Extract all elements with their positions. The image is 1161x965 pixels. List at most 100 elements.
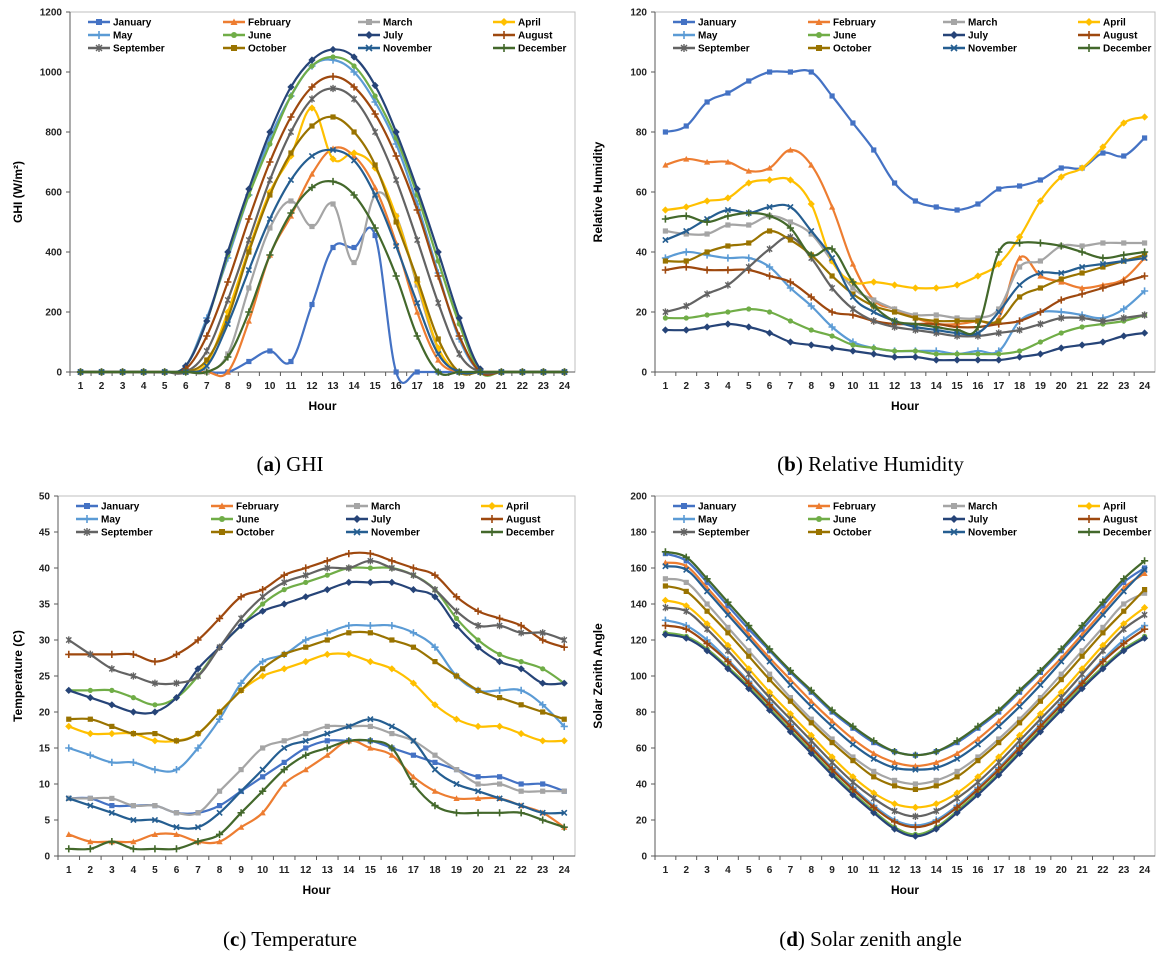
x-tick-label: 14 bbox=[931, 381, 943, 392]
legend-label: May bbox=[113, 31, 133, 42]
data-point bbox=[995, 260, 1003, 268]
legend: January February March April May June July Augu… bbox=[673, 18, 1151, 55]
data-point bbox=[828, 706, 836, 714]
data-point bbox=[849, 773, 857, 781]
data-point bbox=[345, 737, 353, 745]
data-point bbox=[195, 731, 201, 737]
data-point bbox=[661, 548, 670, 556]
data-point bbox=[371, 224, 379, 232]
data-point bbox=[216, 809, 223, 816]
data-point bbox=[410, 773, 417, 780]
data-point bbox=[434, 248, 442, 256]
data-point bbox=[1036, 728, 1045, 736]
series-november bbox=[662, 563, 1148, 773]
data-point bbox=[871, 147, 877, 153]
data-point bbox=[1100, 264, 1106, 270]
x-tick-label: 22 bbox=[516, 865, 528, 876]
data-point bbox=[1015, 686, 1024, 694]
x-tick-label: 18 bbox=[1014, 381, 1026, 392]
data-point bbox=[683, 588, 689, 594]
legend-item-july: July bbox=[943, 515, 988, 526]
data-point bbox=[281, 587, 287, 593]
data-point bbox=[745, 263, 752, 271]
data-point bbox=[849, 278, 857, 286]
data-point bbox=[974, 785, 982, 793]
data-point bbox=[237, 593, 245, 601]
data-point bbox=[745, 209, 753, 217]
data-point bbox=[725, 309, 731, 315]
x-tick-label: 10 bbox=[847, 381, 859, 392]
data-point bbox=[1079, 243, 1085, 249]
legend-item-june: June bbox=[211, 515, 260, 526]
data-point bbox=[703, 588, 711, 595]
legend-label: August bbox=[1103, 31, 1138, 42]
data-point bbox=[350, 157, 358, 164]
data-point bbox=[108, 650, 116, 658]
data-point bbox=[725, 243, 731, 249]
legend-marker bbox=[83, 528, 91, 536]
data-point bbox=[452, 593, 461, 601]
legend-marker bbox=[680, 44, 688, 52]
legend-marker bbox=[231, 32, 237, 38]
data-point bbox=[302, 636, 310, 644]
data-point bbox=[828, 723, 836, 730]
data-point bbox=[995, 717, 1002, 724]
data-point bbox=[954, 351, 960, 357]
data-point bbox=[954, 774, 960, 780]
data-point bbox=[682, 326, 690, 334]
data-point bbox=[933, 312, 939, 318]
data-point bbox=[372, 184, 379, 191]
data-point bbox=[808, 698, 815, 704]
data-point bbox=[151, 831, 159, 837]
data-point bbox=[1037, 695, 1044, 701]
data-point bbox=[1099, 665, 1107, 673]
legend-label: November bbox=[371, 528, 420, 539]
data-point bbox=[745, 679, 753, 687]
legend-item-december: December bbox=[1078, 528, 1151, 539]
data-point bbox=[497, 651, 503, 657]
data-point bbox=[766, 164, 773, 171]
data-point bbox=[1036, 239, 1045, 247]
data-point bbox=[453, 780, 460, 788]
data-point bbox=[891, 759, 898, 765]
data-point bbox=[308, 95, 316, 103]
data-point bbox=[786, 278, 795, 286]
data-point bbox=[746, 306, 752, 312]
data-point bbox=[414, 299, 421, 307]
data-point bbox=[870, 750, 877, 756]
data-point bbox=[1078, 679, 1086, 687]
legend-label: March bbox=[371, 502, 400, 513]
data-point bbox=[517, 665, 525, 673]
legend-label: July bbox=[968, 31, 988, 42]
data-point bbox=[345, 622, 353, 630]
series-line bbox=[80, 106, 565, 375]
data-point bbox=[371, 110, 379, 118]
data-point bbox=[1141, 565, 1148, 571]
x-axis-label: Hour bbox=[303, 883, 331, 897]
x-tick-label: 1 bbox=[78, 381, 84, 392]
x-tick-label: 21 bbox=[1077, 381, 1089, 392]
data-point bbox=[281, 578, 288, 586]
legend-item-november: November bbox=[943, 44, 1017, 55]
data-point bbox=[194, 838, 202, 846]
data-point bbox=[1078, 284, 1086, 291]
data-point bbox=[414, 369, 420, 375]
legend-label: September bbox=[113, 44, 165, 55]
data-point bbox=[324, 564, 331, 572]
data-point bbox=[954, 207, 960, 213]
data-point bbox=[87, 650, 94, 658]
data-point bbox=[911, 751, 920, 759]
data-point bbox=[786, 338, 795, 346]
data-point bbox=[807, 200, 815, 208]
x-tick-label: 12 bbox=[300, 865, 312, 876]
legend-item-february: February bbox=[223, 18, 291, 29]
data-point bbox=[933, 759, 940, 765]
data-point bbox=[345, 723, 352, 730]
data-point bbox=[974, 323, 982, 331]
legend-label: November bbox=[968, 44, 1017, 55]
series-line bbox=[665, 633, 1146, 838]
data-point bbox=[517, 622, 525, 630]
x-tick-label: 11 bbox=[279, 865, 290, 876]
x-tick-label: 18 bbox=[433, 381, 445, 392]
x-tick-label: 5 bbox=[746, 381, 752, 392]
